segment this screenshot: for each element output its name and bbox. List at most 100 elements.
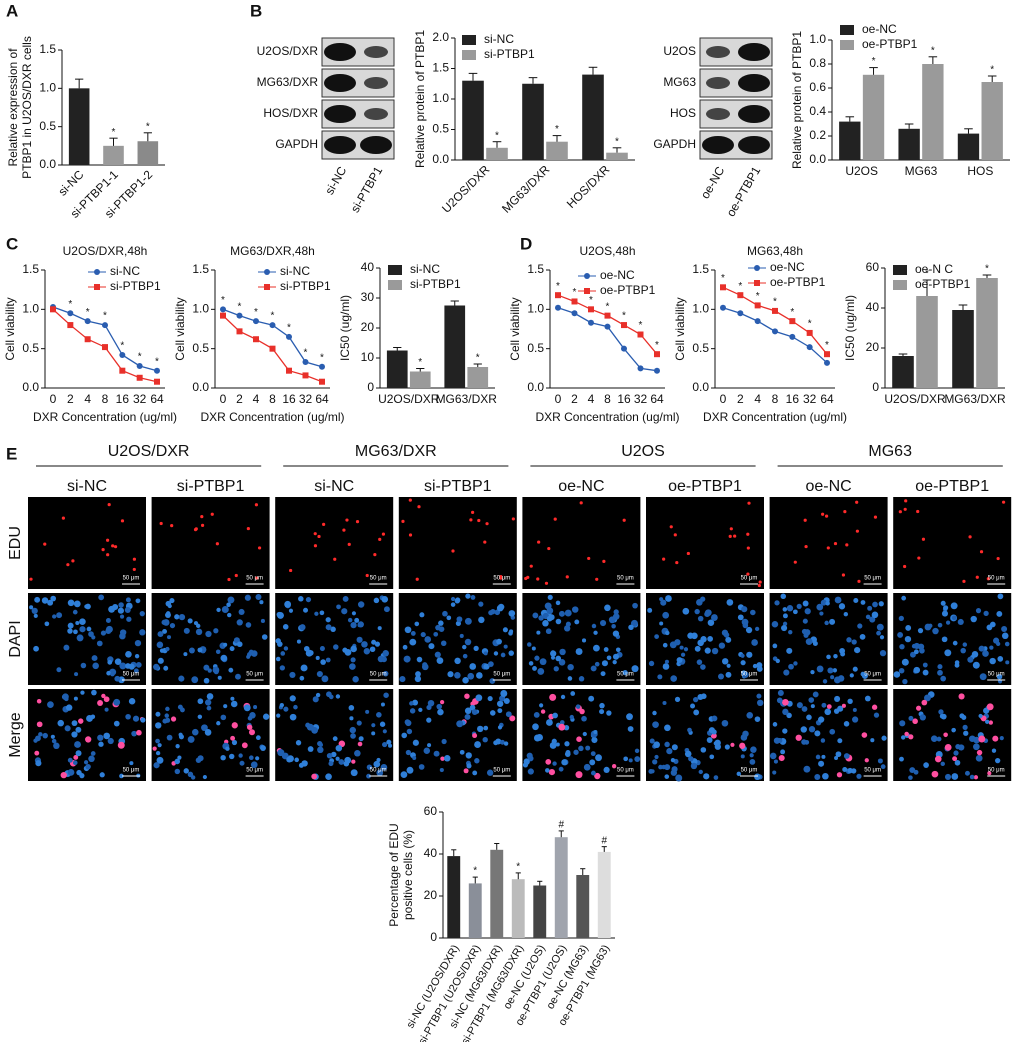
cell [558,659,566,666]
cell [688,756,694,762]
cell [711,647,719,655]
cell [347,542,351,546]
cell [470,595,476,600]
cell [326,752,333,759]
cell [124,607,131,614]
cell [909,767,916,774]
cell [377,626,382,631]
cell [579,501,583,505]
significance: * [990,65,994,76]
cell [827,667,834,674]
cell [100,630,107,636]
cell [757,583,761,588]
cell [857,623,863,629]
cell [283,646,289,651]
cell [593,630,598,635]
cell [964,770,970,776]
significance: * [615,136,619,147]
cell [174,614,180,620]
blot-band [706,108,730,120]
legend-marker [264,269,270,275]
cell [837,675,845,682]
micrograph [151,497,270,589]
cell [76,634,84,642]
cell [335,694,341,699]
legend-label: si-NC [110,264,140,278]
scale-label: 50 μm [493,576,510,582]
chart-title: U2OS/DXR,48h [63,244,148,258]
cell [349,716,354,721]
cell [871,704,878,710]
point [236,328,243,335]
cell [216,721,221,726]
significance: * [655,340,659,351]
cell [899,644,905,650]
cell [545,768,550,773]
cell [736,771,741,777]
cell [567,676,573,681]
cell [170,523,174,528]
cell [936,736,942,742]
cell [722,658,729,665]
x-tick-label: 4 [253,392,260,406]
cell [74,741,81,748]
cell [229,646,235,652]
cell [973,743,980,751]
cell [700,664,706,670]
y-axis-label: Relative protein of PTBP1 [413,30,427,168]
cell [474,758,480,764]
scale-label: 50 μm [123,768,140,774]
cell [908,775,913,780]
cell [604,604,611,612]
cell [864,695,871,702]
column-label: oe-NC [558,478,604,495]
cell [937,669,943,676]
cell [675,560,679,565]
cell [200,523,205,527]
bar [137,141,159,165]
legend-marker [94,284,100,290]
cell [808,697,815,703]
point [84,318,91,325]
scale-label: 50 μm [617,576,634,582]
cell [669,641,677,649]
cell [979,673,987,681]
column-label: si-NC [67,478,107,495]
cell [611,764,617,769]
bar [522,83,544,160]
cell [317,746,324,754]
cell [424,636,432,643]
cell [901,658,909,666]
cell [500,739,505,745]
scale-label: 50 μm [370,768,387,774]
blot-band [738,136,770,154]
cell [591,623,597,629]
cell [634,748,640,754]
cell [426,717,432,723]
cell [532,666,537,671]
cell [509,715,516,722]
cell [342,647,348,653]
cell [322,522,326,526]
micrograph [522,497,641,589]
cell [937,664,943,670]
bar [981,82,1003,160]
x-tick-label: 16 [282,392,296,406]
cell [119,614,125,619]
cell [422,662,428,668]
significance: * [418,357,422,368]
cell [626,713,633,721]
cell [707,619,715,627]
cell [631,665,639,673]
cell [793,661,798,666]
cell [475,694,483,702]
cell [950,602,958,610]
cell [483,725,489,731]
cell [654,634,659,639]
cell [902,678,908,685]
cell [634,756,641,762]
cell [917,643,925,650]
y-tick-label: 1.5 [192,262,209,276]
cell [350,657,356,663]
cell [113,720,120,727]
